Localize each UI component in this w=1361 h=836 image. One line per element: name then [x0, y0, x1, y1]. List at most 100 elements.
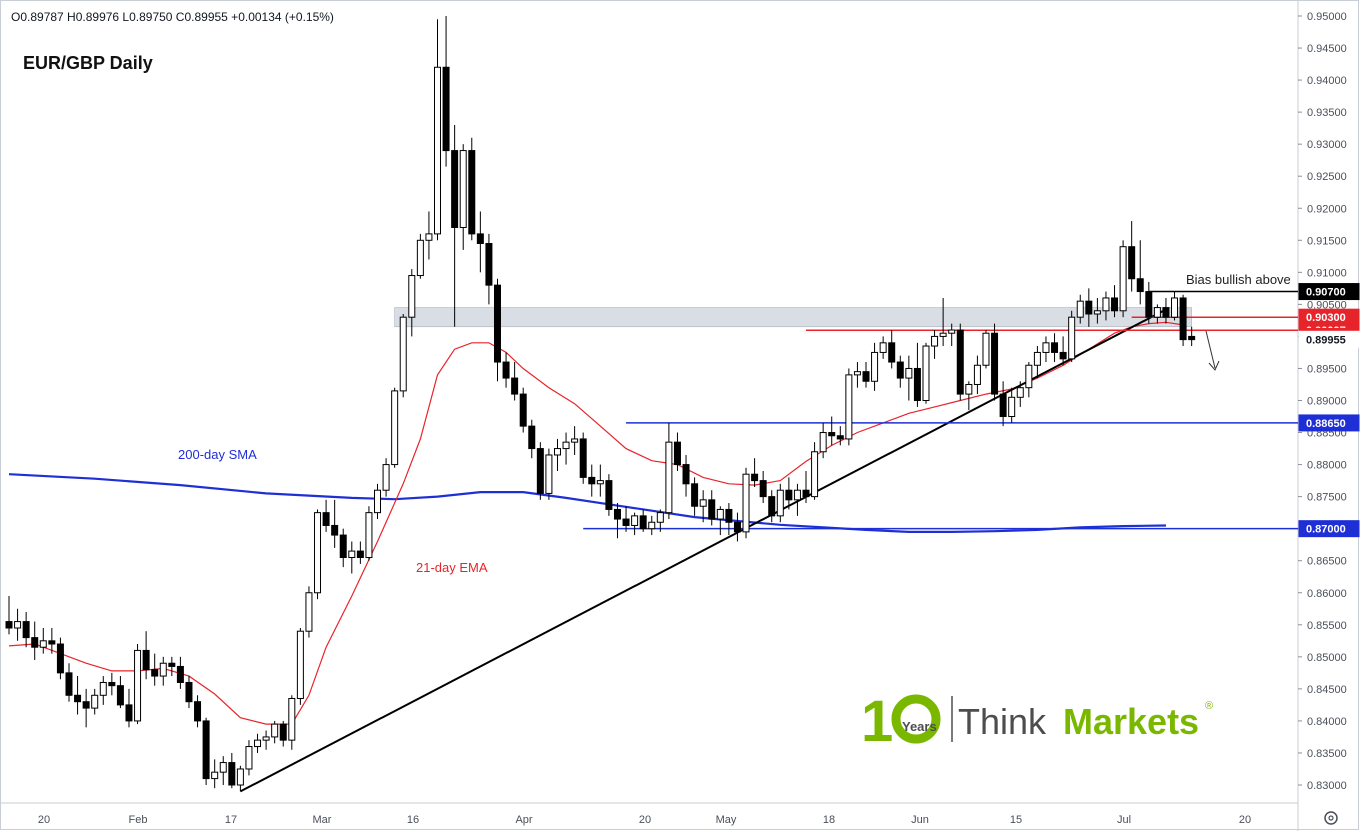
candle-up	[1033, 351, 1041, 366]
candle-up	[1042, 342, 1050, 353]
candle-down	[725, 508, 733, 523]
candle-down	[605, 480, 613, 510]
gear-icon[interactable]	[1324, 811, 1338, 825]
candle-up	[211, 771, 219, 780]
time-tick-label: 15	[1010, 814, 1022, 826]
candle-down	[22, 621, 30, 639]
price-tick-label: 0.84000	[1307, 716, 1347, 728]
candle-up	[219, 762, 227, 773]
time-tick-label: 20	[639, 814, 651, 826]
candle-up	[631, 515, 639, 526]
candle-up	[982, 332, 990, 366]
price-label-text: 0.90700	[1306, 287, 1346, 299]
time-tick-label: Jul	[1117, 814, 1131, 826]
candle-down	[356, 550, 364, 559]
candle-down	[733, 521, 741, 533]
price-label-0.90300: 0.90300	[1298, 308, 1360, 326]
candle-up	[665, 441, 673, 514]
candle-up	[254, 739, 262, 748]
candle-down	[613, 508, 621, 520]
candle-down	[331, 524, 339, 536]
brand-markets: Markets	[1063, 701, 1199, 742]
candle-up	[742, 473, 750, 533]
candle-up	[1093, 310, 1101, 315]
price-label-text: 0.88650	[1306, 418, 1346, 430]
candle-down	[31, 637, 39, 648]
price-tick-label: 0.93000	[1307, 139, 1347, 151]
candle-up	[296, 630, 304, 699]
time-tick-label: May	[716, 814, 737, 826]
ohlc-readout: O0.89787 H0.89976 L0.89750 C0.89955 +0.0…	[11, 10, 334, 24]
candle-down	[1188, 335, 1196, 341]
chart-title: EUR/GBP Daily	[23, 53, 153, 73]
time-axis[interactable]: 20 Feb 17 Mar 16 Apr 20 May 18 Jun 15 Jul 20	[38, 814, 1251, 826]
candle-up	[905, 367, 913, 379]
candle-down	[1051, 342, 1059, 353]
brand-ten-digit: 1	[861, 689, 893, 754]
candle-up	[1008, 396, 1016, 418]
candle-up	[391, 390, 399, 466]
candle-up	[1171, 297, 1179, 318]
candle-down	[888, 342, 896, 363]
candle-down	[991, 332, 999, 395]
time-tick-label: 20	[1239, 814, 1251, 826]
candle-down	[828, 432, 836, 437]
candle-up	[399, 316, 407, 392]
candle-up	[776, 489, 784, 517]
candle-down	[493, 284, 501, 363]
candle-down	[528, 425, 536, 450]
candle-up	[922, 345, 930, 402]
candle-down	[451, 150, 459, 228]
candle-up	[236, 768, 244, 786]
candle-up	[1119, 246, 1127, 312]
candle-up	[416, 239, 424, 277]
price-axis[interactable]: 0.95000 0.94500 0.94000 0.93500 0.93000 0.925…	[1298, 11, 1347, 792]
candle-down	[1162, 307, 1170, 318]
candle-up	[1153, 307, 1161, 318]
candle-down	[639, 515, 647, 530]
candle-up	[553, 448, 561, 456]
candle-down	[673, 441, 681, 466]
candle-down	[682, 464, 690, 485]
candle-up	[159, 662, 167, 677]
price-tick-label: 0.84500	[1307, 684, 1347, 696]
time-tick-label: 17	[225, 814, 237, 826]
candle-up	[853, 371, 861, 376]
candle-up	[91, 694, 99, 709]
candle-up	[314, 512, 322, 594]
time-tick-label: Jun	[911, 814, 929, 826]
price-tick-label: 0.91000	[1307, 267, 1347, 279]
price-label-0.90700: 0.90700	[1298, 283, 1360, 301]
candle-down	[1136, 278, 1144, 293]
candle-down	[485, 242, 493, 286]
price-label-text: 0.89955	[1306, 334, 1346, 346]
candle-down	[768, 496, 776, 517]
price-label-bg	[1298, 283, 1360, 301]
candle-up	[305, 592, 313, 632]
candle-down	[185, 681, 193, 703]
candle-down	[519, 393, 527, 427]
candle-down	[785, 489, 793, 501]
price-tick-label: 0.92000	[1307, 203, 1347, 215]
price-tick-label: 0.94000	[1307, 75, 1347, 87]
price-label-bg	[1298, 414, 1360, 432]
candle-up	[425, 233, 433, 241]
price-label-text: 0.90300	[1306, 312, 1346, 324]
brand-years: Years	[902, 719, 937, 734]
candle-down	[708, 499, 716, 520]
time-tick-label: Feb	[129, 814, 148, 826]
price-label-0.87000: 0.87000	[1298, 520, 1360, 538]
bias-label: Bias bullish above	[1186, 272, 1291, 287]
price-tick-label: 0.83000	[1307, 780, 1347, 792]
price-tick-label: 0.83500	[1307, 748, 1347, 760]
candle-down	[476, 233, 484, 244]
candle-down	[896, 361, 904, 379]
candle-down	[1085, 300, 1093, 315]
sma-200-line	[8, 473, 1167, 533]
candle-up	[973, 364, 981, 385]
candle-up	[1068, 316, 1076, 360]
price-tick-label: 0.95000	[1307, 11, 1347, 23]
price-tick-label: 0.91500	[1307, 235, 1347, 247]
candle-up	[871, 351, 879, 382]
